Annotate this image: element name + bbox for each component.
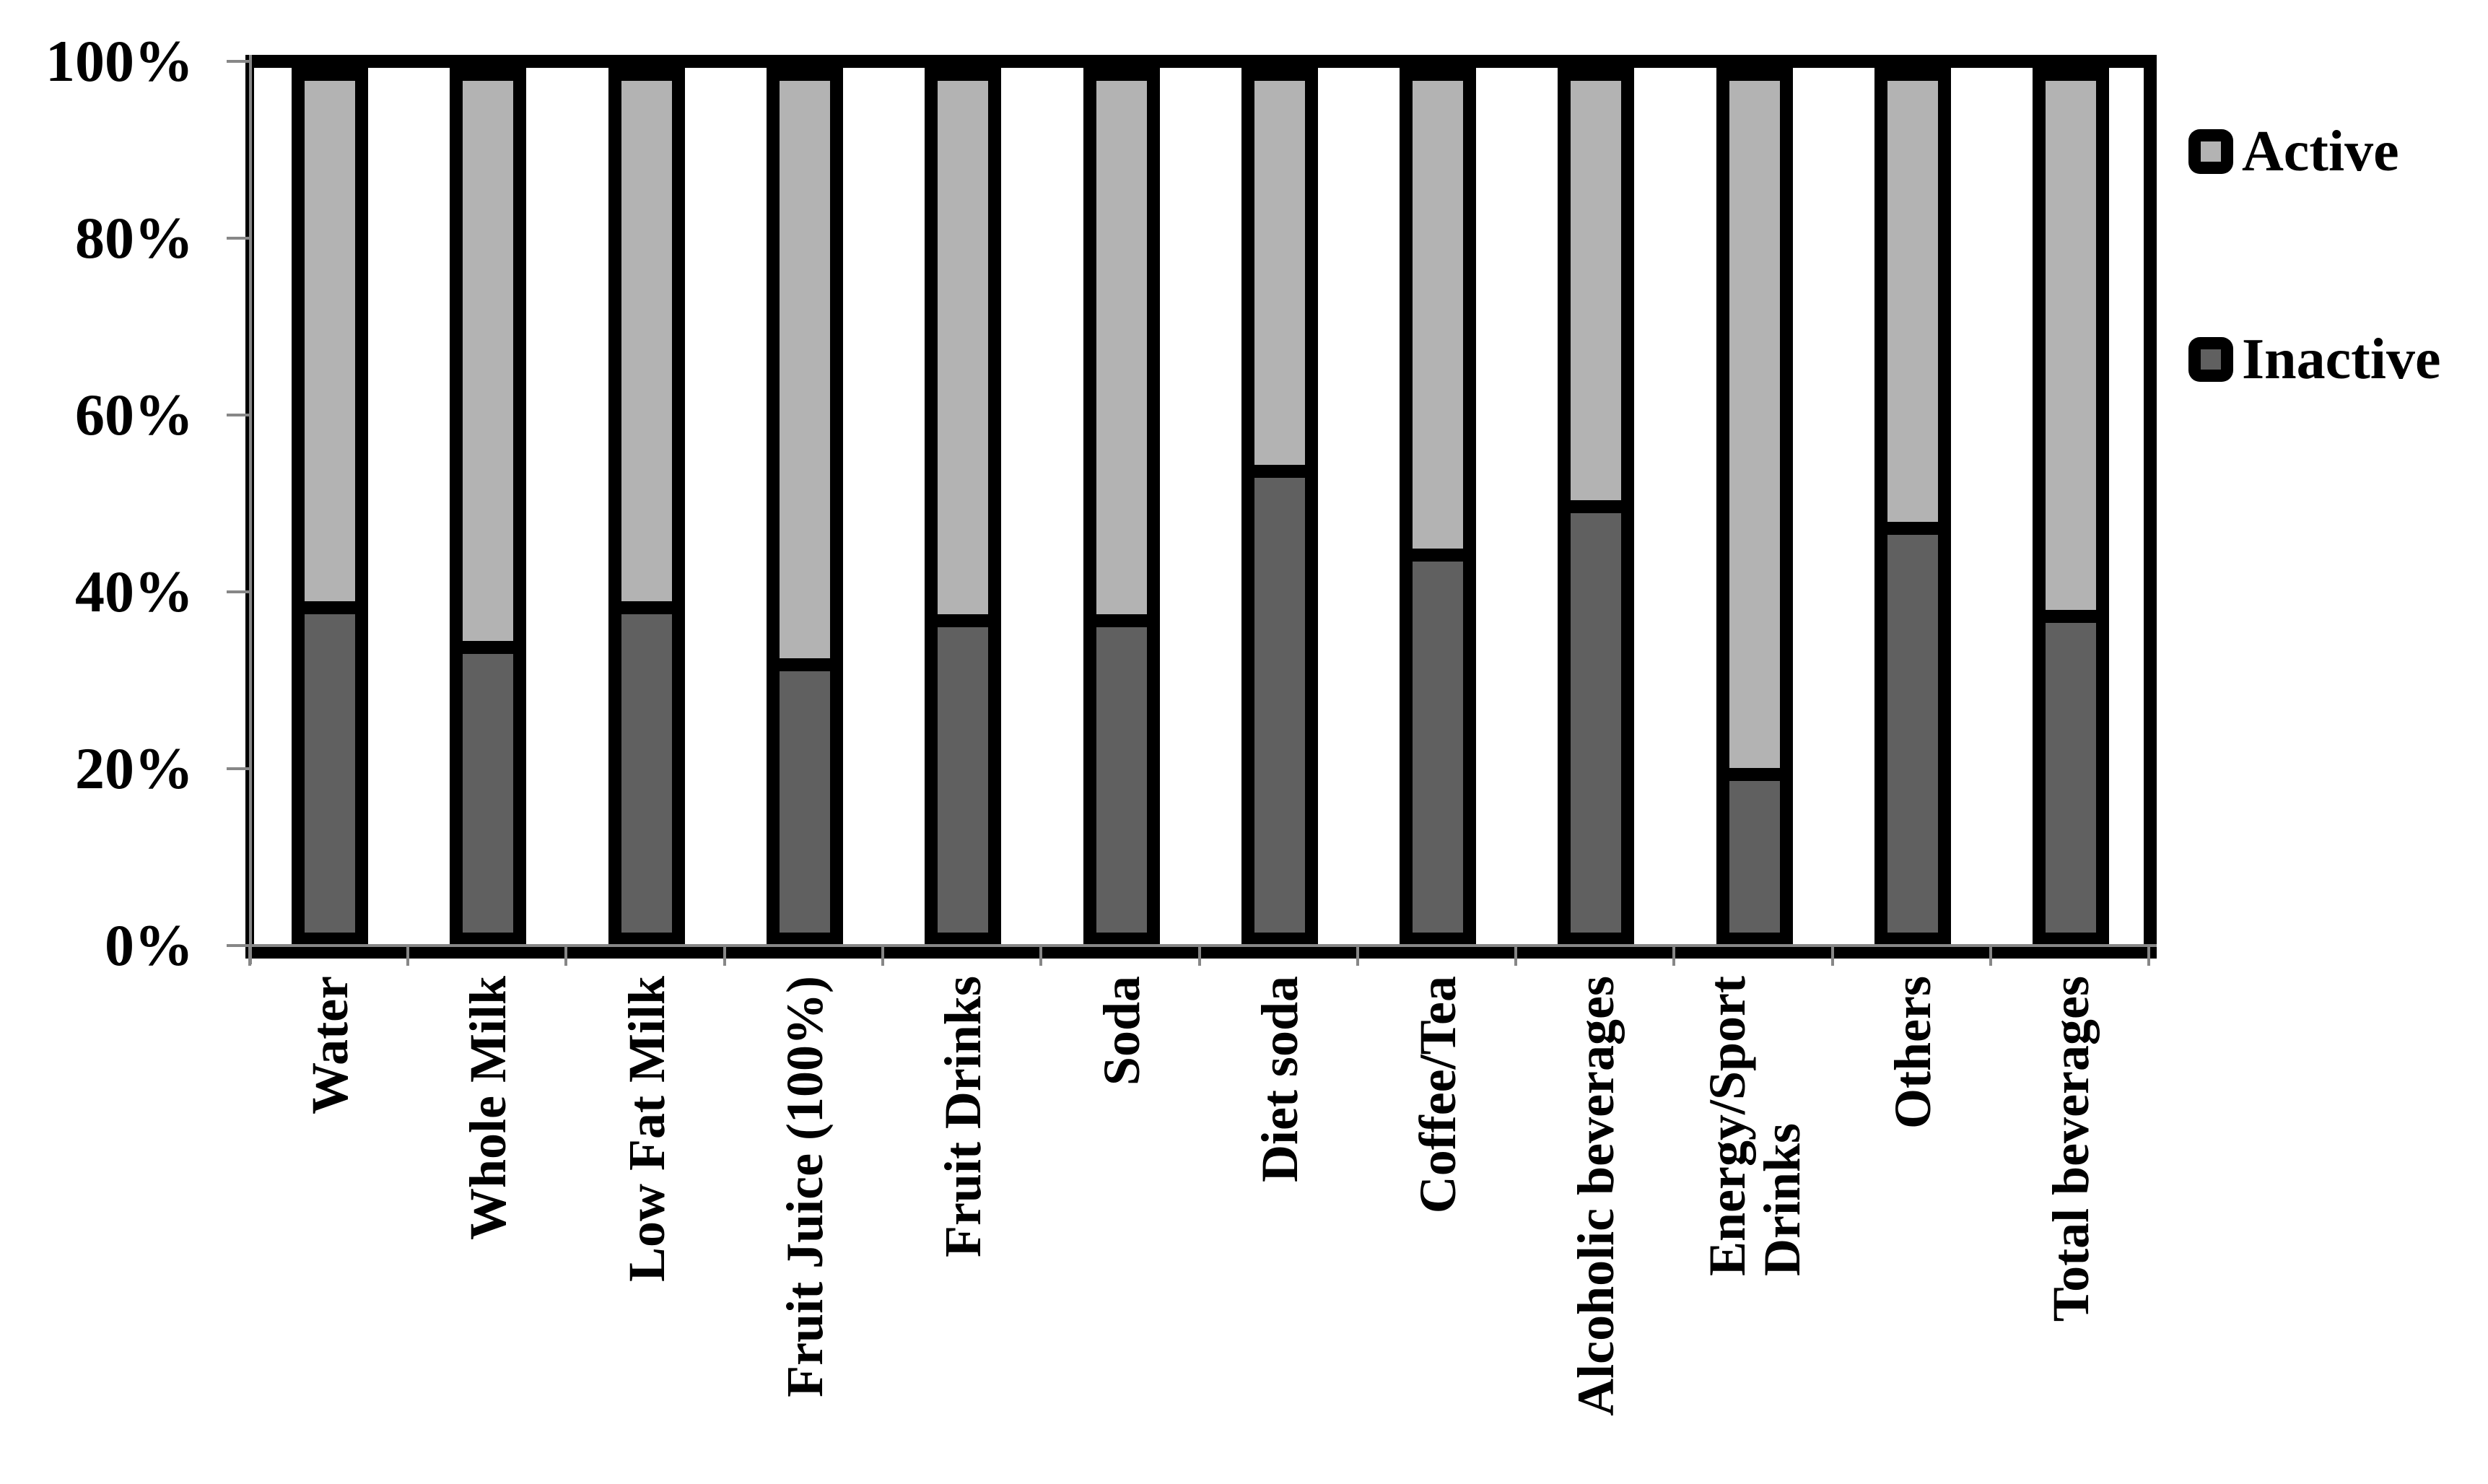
- bar-segment-inactive: [621, 614, 672, 933]
- bar-whole-milk: [450, 68, 527, 946]
- bar-segment-divider: [1728, 767, 1781, 781]
- x-axis-label-fruit-drinks: Fruit Drinks: [934, 976, 992, 1258]
- y-axis-label-80: 80%: [75, 205, 193, 271]
- y-axis-label-60: 60%: [75, 382, 193, 448]
- bar-segment-divider: [1570, 500, 1623, 513]
- x-axis-label-alcoholic-beverages: Alcoholic beverages: [1567, 976, 1625, 1416]
- x-axis-tick: [2147, 946, 2151, 966]
- y-axis-label-20: 20%: [75, 736, 193, 801]
- legend: Active Inactive: [2188, 121, 2441, 390]
- bar-fruit-juice-100: [766, 68, 843, 946]
- x-axis-label-whole-milk: Whole Milk: [459, 976, 518, 1241]
- bar-segment-inactive: [463, 653, 514, 933]
- y-axis-tick: [227, 237, 251, 240]
- y-axis-label-40: 40%: [75, 559, 193, 624]
- legend-marker-inactive-fill: [2201, 349, 2221, 370]
- x-axis-label-low-fat-milk: Low Fat Milk: [617, 976, 676, 1282]
- x-axis-tick: [1514, 946, 1518, 966]
- y-axis-tick: [227, 590, 251, 593]
- y-axis-line: [249, 55, 252, 964]
- bar-alcoholic-beverages: [1558, 68, 1635, 946]
- plot-frame: [245, 55, 2157, 959]
- bar-segment-divider: [304, 601, 356, 614]
- x-axis-tick: [1356, 946, 1359, 966]
- x-axis-tick: [1989, 946, 1992, 966]
- bar-energy-sport-drinks: [1716, 68, 1793, 946]
- bar-segment-inactive: [1096, 627, 1147, 933]
- legend-label-inactive: Inactive: [2242, 328, 2441, 391]
- x-axis-tick: [564, 946, 568, 966]
- x-axis-label-soda: Soda: [1092, 976, 1151, 1086]
- y-axis-tick: [227, 414, 251, 416]
- bar-low-fat-milk: [608, 68, 685, 946]
- legend-marker-inactive-icon: [2188, 337, 2233, 382]
- y-axis-label-0: 0%: [105, 912, 193, 978]
- bar-segment-active: [1571, 81, 1622, 500]
- bar-segment-active: [305, 81, 355, 601]
- bar-fruit-drinks: [925, 68, 1002, 946]
- bar-segment-divider: [462, 640, 515, 654]
- y-axis-label-100: 100%: [45, 28, 193, 94]
- bar-segment-divider: [778, 658, 831, 671]
- bar-coffee-tea: [1400, 68, 1477, 946]
- x-axis-label-water: Water: [301, 976, 359, 1114]
- bar-segment-inactive: [779, 671, 830, 933]
- x-axis-tick: [248, 946, 251, 966]
- bar-segment-inactive: [938, 627, 989, 933]
- bar-segment-divider: [1253, 465, 1306, 479]
- bar-segment-divider: [1095, 614, 1148, 628]
- bar-segment-divider: [1412, 548, 1465, 562]
- x-axis-label-coffee-tea: Coffee/Tea: [1409, 976, 1467, 1214]
- bar-segment-active: [621, 81, 672, 601]
- bar-segment-inactive: [1254, 478, 1305, 933]
- x-axis-label-others: Others: [1884, 976, 1942, 1129]
- bar-others: [1874, 68, 1951, 946]
- x-axis-tick: [1830, 946, 1834, 966]
- bar-segment-inactive: [1887, 535, 1938, 933]
- legend-label-active: Active: [2242, 120, 2399, 183]
- bar-segment-active: [1413, 81, 1464, 549]
- x-axis-tick: [406, 946, 409, 966]
- x-axis-label-fruit-juice-100: Fruit Juice (100%): [775, 976, 834, 1397]
- bar-segment-active: [1887, 81, 1938, 523]
- bar-segment-divider: [1887, 522, 1939, 536]
- bar-total-beverages: [2033, 68, 2110, 946]
- x-axis-label-energy-sport-drinks: Energy/Sport Drinks: [1698, 976, 1811, 1277]
- bar-soda: [1083, 68, 1160, 946]
- x-axis-tick: [723, 946, 726, 966]
- legend-marker-active-fill: [2201, 141, 2221, 162]
- bar-water: [292, 68, 368, 946]
- bar-segment-inactive: [1413, 561, 1464, 933]
- bar-segment-divider: [620, 601, 673, 614]
- x-axis-tick: [881, 946, 884, 966]
- bar-segment-active: [1729, 81, 1780, 768]
- bar-diet-soda: [1241, 68, 1318, 946]
- bar-segment-inactive: [305, 614, 355, 933]
- legend-marker-active-icon: [2188, 129, 2233, 174]
- plot-area: [254, 68, 2144, 946]
- x-axis-label-diet-soda: Diet soda: [1250, 976, 1309, 1182]
- y-axis-tick: [227, 60, 251, 63]
- bar-segment-active: [1096, 81, 1147, 615]
- y-axis-tick: [227, 767, 251, 770]
- bar-segment-inactive: [1729, 780, 1780, 933]
- bar-segment-active: [463, 81, 514, 641]
- x-axis-label-total-beverages: Total beverages: [2042, 976, 2100, 1322]
- x-axis-tick: [1672, 946, 1676, 966]
- y-axis-tick: [227, 944, 251, 947]
- legend-item-inactive: Inactive: [2188, 329, 2441, 390]
- bar-segment-active: [779, 81, 830, 658]
- bar-segment-divider: [2045, 610, 2098, 623]
- x-axis-line: [228, 944, 2157, 947]
- bar-segment-active: [2046, 81, 2097, 610]
- bar-segment-inactive: [2046, 623, 2097, 933]
- bar-segment-active: [938, 81, 989, 615]
- x-axis-tick: [1039, 946, 1043, 966]
- x-axis-tick: [1197, 946, 1201, 966]
- bar-segment-inactive: [1571, 513, 1622, 933]
- bar-segment-divider: [937, 614, 990, 628]
- legend-item-active: Active: [2188, 121, 2441, 182]
- bar-segment-active: [1254, 81, 1305, 466]
